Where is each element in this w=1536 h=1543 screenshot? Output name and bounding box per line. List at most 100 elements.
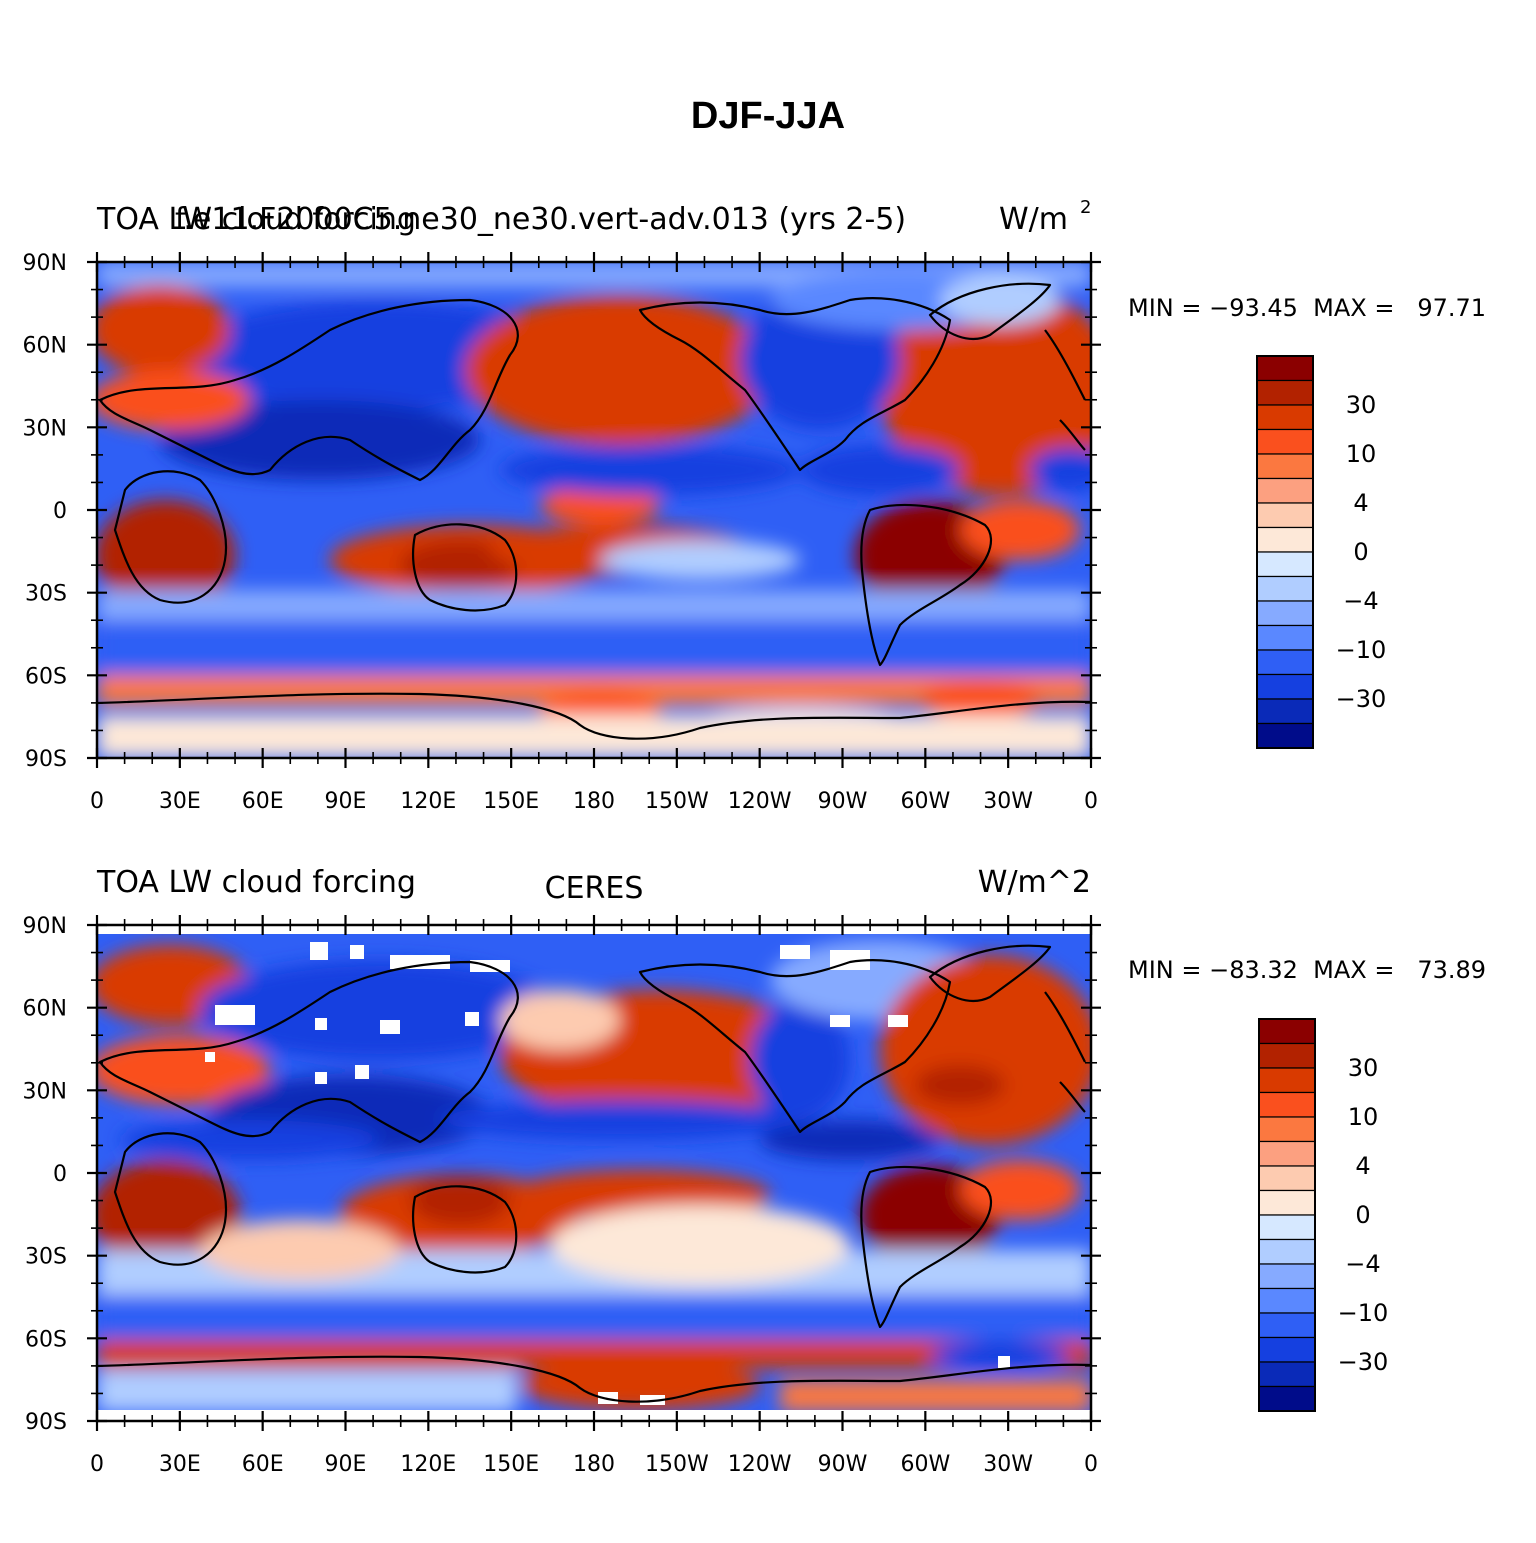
lat-tick-label: 60S	[25, 1327, 67, 1352]
lon-tick-label: 60W	[900, 1452, 950, 1477]
lat-tick-label: 90N	[23, 251, 67, 276]
contour-map	[97, 925, 1091, 1421]
colorbar-swatch	[1256, 428, 1314, 455]
colorbar-swatch	[1258, 1018, 1316, 1045]
colorbar-swatch	[1258, 1385, 1316, 1412]
colorbar: 30 10 4 0 −4 −10 −30	[1256, 355, 1387, 749]
colorbar-swatch	[1258, 1091, 1316, 1118]
colorbar-swatch	[1258, 1238, 1316, 1265]
colorbar-swatch	[1258, 1042, 1316, 1069]
panel-units: W/m	[999, 202, 1068, 237]
colorbar-swatch	[1258, 1361, 1316, 1388]
colorbar-label: 30	[1346, 391, 1377, 419]
panel-units: W/m^2	[978, 865, 1091, 900]
axis-ticks: 90N 60N 30N 0 30S 60S 90S 0 30E 60E 90E 120E 150E 180…	[23, 914, 1101, 1477]
colorbar-swatch	[1256, 722, 1314, 749]
lon-tick-label: 60E	[242, 1452, 284, 1477]
lat-tick-label: 60N	[23, 334, 67, 359]
lat-tick-label: 30S	[25, 582, 67, 607]
lon-tick-label: 180	[573, 1452, 615, 1477]
colorbar-label: 0	[1355, 1201, 1370, 1229]
lon-tick-label: 0	[90, 789, 104, 814]
lon-tick-label: 30E	[159, 1452, 201, 1477]
colorbar-label: 4	[1353, 489, 1368, 517]
panel-model: TOA LW cloud forcing f.e11.F2000C5.ne30_…	[23, 197, 1487, 814]
lon-tick-label: 120W	[728, 789, 792, 814]
lat-tick-label: 0	[53, 1162, 67, 1187]
colorbar-label: −30	[1336, 685, 1387, 713]
axis-ticks: 90N 60N 30N 0 30S 60S 90S 0 30E 60E 90E 120E 150E 180…	[23, 251, 1101, 814]
lat-tick-label: 30N	[23, 1079, 67, 1104]
colorbar-label: −10	[1338, 1299, 1389, 1327]
lon-tick-label: 150E	[483, 1452, 539, 1477]
lon-tick-label: 90W	[818, 1452, 868, 1477]
lon-tick-label: 90W	[818, 789, 868, 814]
lon-tick-label: 30E	[159, 789, 201, 814]
lon-tick-label: 60E	[242, 789, 284, 814]
colorbar-label: −10	[1336, 636, 1387, 664]
lat-tick-label: 30S	[25, 1245, 67, 1270]
colorbar-swatch	[1256, 575, 1314, 602]
colorbar-swatch	[1258, 1116, 1316, 1143]
panel-stats: MIN = −93.45 MAX = 97.71	[1128, 294, 1486, 322]
colorbar-label: 30	[1348, 1054, 1379, 1082]
lon-tick-label: 120W	[728, 1452, 792, 1477]
colorbar-label: 10	[1348, 1103, 1379, 1131]
colorbar-swatch	[1256, 477, 1314, 504]
lon-tick-label: 30W	[983, 789, 1033, 814]
colorbar-label: 10	[1346, 440, 1377, 468]
colorbar-swatch	[1258, 1140, 1316, 1167]
colorbar-swatch	[1256, 624, 1314, 651]
colorbar-swatch	[1256, 673, 1314, 700]
colorbar-label: 0	[1353, 538, 1368, 566]
panel-left-title: TOA LW cloud forcing	[96, 202, 416, 237]
lon-tick-label: 120E	[400, 1452, 456, 1477]
colorbar-swatch	[1256, 649, 1314, 676]
colorbar-swatch	[1258, 1336, 1316, 1363]
colorbar-swatch	[1258, 1165, 1316, 1192]
figure-title: DJF-JJA	[691, 95, 845, 137]
colorbar-swatch	[1256, 404, 1314, 431]
panel-units-superscript: 2	[1080, 197, 1091, 218]
lon-tick-label: 30W	[983, 1452, 1033, 1477]
panel-ceres: TOA LW cloud forcing CERES W/m^2	[23, 865, 1487, 1477]
colorbar-frame	[1258, 1018, 1316, 1412]
contour-map	[97, 262, 1091, 758]
lat-tick-label: 90N	[23, 914, 67, 939]
colorbar-swatch	[1256, 600, 1314, 627]
colorbar-swatch	[1258, 1263, 1316, 1290]
panel-center-title: f.e11.F2000C5.ne30_ne30.vert-adv.013 (yr…	[175, 202, 906, 237]
colorbar-swatch	[1256, 453, 1314, 480]
lon-tick-label: 150E	[483, 789, 539, 814]
colorbar-swatch	[1258, 1312, 1316, 1339]
lat-tick-label: 60S	[25, 664, 67, 689]
lon-tick-label: 90E	[325, 1452, 367, 1477]
lon-tick-label: 0	[1084, 789, 1098, 814]
lon-tick-label: 90E	[325, 789, 367, 814]
lon-tick-label: 0	[90, 1452, 104, 1477]
colorbar: 30 10 4 0 −4 −10 −30	[1258, 1018, 1389, 1412]
lon-tick-label: 180	[573, 789, 615, 814]
colorbar-label: −30	[1338, 1348, 1389, 1376]
colorbar-swatch	[1256, 355, 1314, 382]
lat-tick-label: 90S	[25, 1410, 67, 1435]
lon-tick-label: 150W	[645, 1452, 709, 1477]
colorbar-label: −4	[1343, 587, 1378, 615]
colorbar-label: −4	[1345, 1250, 1380, 1278]
colorbar-swatch	[1256, 698, 1314, 725]
lat-tick-label: 60N	[23, 997, 67, 1022]
lat-tick-label: 0	[53, 499, 67, 524]
colorbar-swatch	[1258, 1189, 1316, 1216]
colorbar-swatch	[1258, 1067, 1316, 1094]
panel-stats: MIN = −83.32 MAX = 73.89	[1128, 956, 1486, 984]
lat-tick-label: 90S	[25, 747, 67, 772]
colorbar-swatch	[1256, 551, 1314, 578]
lon-tick-label: 120E	[400, 789, 456, 814]
lat-tick-label: 30N	[23, 416, 67, 441]
colorbar-swatch	[1258, 1214, 1316, 1241]
colorbar-swatch	[1256, 502, 1314, 529]
colorbar-swatch	[1256, 379, 1314, 406]
panel-left-title: TOA LW cloud forcing	[96, 865, 416, 900]
colorbar-swatch	[1256, 526, 1314, 553]
